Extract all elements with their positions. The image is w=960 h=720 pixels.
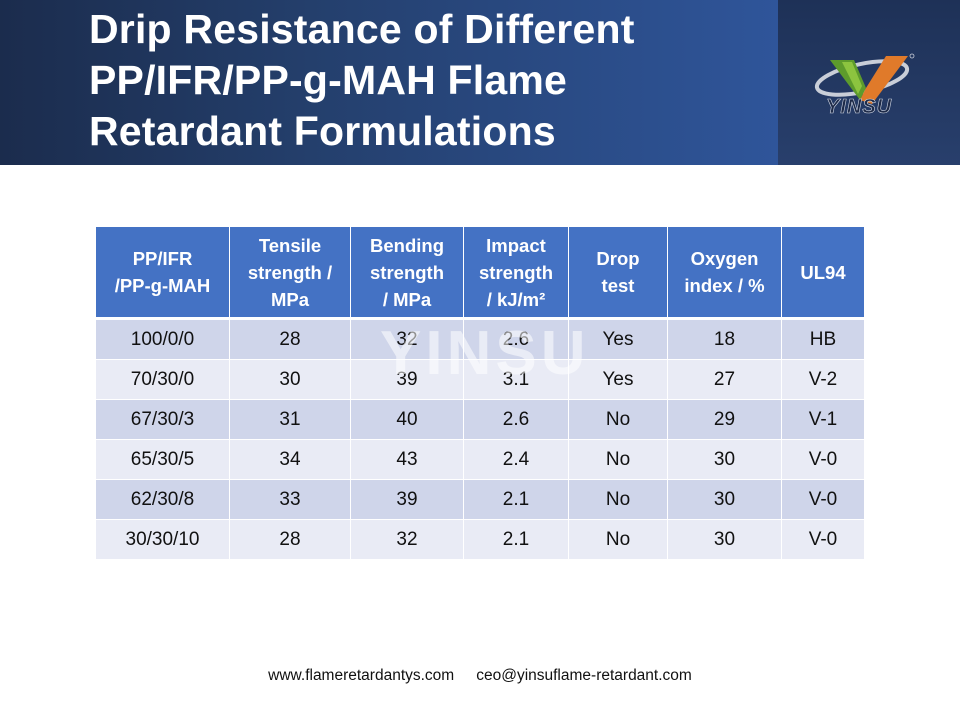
title-banner: [0, 0, 778, 165]
table-cell: 70/30/0: [96, 360, 230, 400]
table-cell: 30/30/10: [96, 520, 230, 560]
table-cell: 28: [230, 520, 351, 560]
table-row: 100/0/0 28 32 2.6 Yes 18 HB: [96, 320, 864, 360]
table-cell: 2.1: [464, 480, 569, 520]
table-cell: 33: [230, 480, 351, 520]
formulation-table: PP/IFR/PP-g-MAH Tensile strength / MPa Bendi…: [96, 227, 864, 560]
footer: www.flameretardantys.com ceo@yinsuflame-r…: [0, 667, 960, 685]
logo-text: YINSU: [826, 96, 893, 119]
title-line-1: Drip Resistance of Different: [89, 6, 635, 52]
table-cell: V-0: [782, 520, 864, 560]
table-cell: 27: [668, 360, 782, 400]
column-header: Tensile strength / MPa: [230, 227, 351, 320]
logo-panel: [778, 0, 960, 165]
table-cell: V-0: [782, 440, 864, 480]
table-cell: 100/0/0: [96, 320, 230, 360]
table-cell: No: [569, 400, 668, 440]
table-row: 62/30/8 33 39 2.1 No 30 V-0: [96, 480, 864, 520]
column-header-line: test: [601, 275, 635, 296]
title-line-2: PP/IFR/PP-g-MAH Flame: [89, 57, 568, 103]
table-cell: 29: [668, 400, 782, 440]
column-header-line: / kJ/m²: [486, 288, 546, 310]
table-cell: 31: [230, 400, 351, 440]
table-body: 100/0/0 28 32 2.6 Yes 18 HB 70/30/0 30 39 3.1 Yes 27…: [96, 320, 864, 560]
table-cell: 32: [351, 520, 464, 560]
column-header-line: Impact: [486, 234, 546, 256]
table-header: PP/IFR/PP-g-MAH Tensile strength / MPa Bendi…: [96, 227, 864, 320]
column-header-line: Oxygen: [690, 248, 759, 269]
slide-title: Drip Resistance of Different PP/IFR/PP-g…: [89, 4, 769, 157]
column-header-line: /PP-g-MAH: [114, 275, 211, 296]
table-cell: 30: [230, 360, 351, 400]
table-cell: 65/30/5: [96, 440, 230, 480]
table-cell: 62/30/8: [96, 480, 230, 520]
table-cell: No: [569, 520, 668, 560]
footer-email: ceo@yinsuflame-retardant.com: [476, 667, 692, 684]
column-header: UL94: [782, 227, 864, 320]
column-header-line: strength /: [247, 261, 333, 283]
table-cell: HB: [782, 320, 864, 360]
column-header-line: Tensile: [258, 234, 322, 256]
column-header: Oxygen index / %: [668, 227, 782, 320]
table-cell: 30: [668, 520, 782, 560]
table-row: 67/30/3 31 40 2.6 No 29 V-1: [96, 400, 864, 440]
table-cell: 40: [351, 400, 464, 440]
table-cell: V-0: [782, 480, 864, 520]
column-header-line: Drop: [596, 248, 640, 269]
table-cell: V-1: [782, 400, 864, 440]
column-header-line: Bending: [370, 234, 444, 256]
table-cell: 3.1: [464, 360, 569, 400]
table-cell: 39: [351, 480, 464, 520]
yinsu-logo-icon: [814, 53, 915, 104]
table-row: 30/30/10 28 32 2.1 No 30 V-0: [96, 520, 864, 560]
title-line-3: Retardant Formulations: [89, 108, 556, 154]
table-cell: 34: [230, 440, 351, 480]
column-header-line: MPa: [270, 288, 310, 310]
column-header: PP/IFR/PP-g-MAH: [96, 227, 230, 320]
table-row: 70/30/0 30 39 3.1 Yes 27 V-2: [96, 360, 864, 400]
column-header: Impact strength / kJ/m²: [464, 227, 569, 320]
table-cell: 2.6: [464, 400, 569, 440]
table-cell: 39: [351, 360, 464, 400]
table-cell: 30: [668, 480, 782, 520]
column-header-line: UL94: [800, 261, 846, 283]
table-row: 65/30/5 34 43 2.4 No 30 V-0: [96, 440, 864, 480]
table-cell: No: [569, 440, 668, 480]
table-cell: Yes: [569, 320, 668, 360]
column-header-line: PP/IFR: [132, 248, 193, 269]
table-cell: No: [569, 480, 668, 520]
table-cell: 18: [668, 320, 782, 360]
footer-website: www.flameretardantys.com: [268, 667, 455, 684]
table-cell: 30: [668, 440, 782, 480]
column-header-line: strength: [479, 261, 553, 283]
table-cell: 67/30/3: [96, 400, 230, 440]
column-header: Drop test: [569, 227, 668, 320]
column-header-line: strength: [370, 261, 444, 283]
table-cell: 28: [230, 320, 351, 360]
column-header-line: index / %: [684, 275, 765, 296]
header-row: PP/IFR/PP-g-MAH Tensile strength / MPa Bendi…: [96, 227, 864, 320]
table-cell: Yes: [569, 360, 668, 400]
table-cell: 43: [351, 440, 464, 480]
table-cell: 2.6: [464, 320, 569, 360]
table-cell: 32: [351, 320, 464, 360]
column-header: Bending strength / MPa: [351, 227, 464, 320]
column-header-line: / MPa: [382, 288, 432, 310]
table-cell: 2.4: [464, 440, 569, 480]
table-cell: 2.1: [464, 520, 569, 560]
table-cell: V-2: [782, 360, 864, 400]
